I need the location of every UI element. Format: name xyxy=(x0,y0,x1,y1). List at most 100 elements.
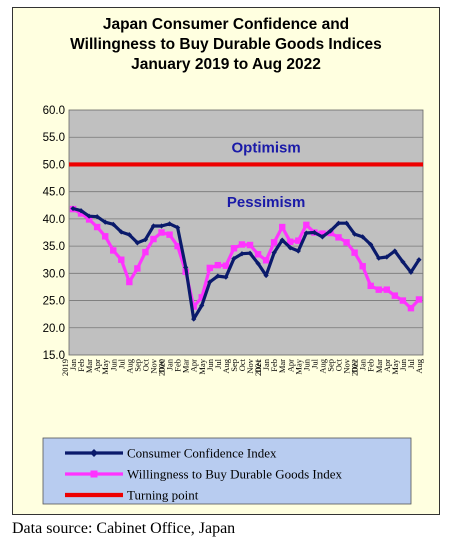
data-point xyxy=(327,228,334,234)
x-tick-label: Jun xyxy=(205,358,215,371)
data-point xyxy=(134,265,141,272)
legend-label: Turning point xyxy=(127,488,199,503)
data-point xyxy=(223,274,229,280)
x-tick-label: Dec xyxy=(157,359,167,373)
data-point xyxy=(408,269,414,275)
x-tick-label: Feb xyxy=(173,359,183,372)
x-tick-label: Oct xyxy=(140,358,150,371)
x-tick-label: Nov xyxy=(148,358,158,373)
y-tick-label: 30.0 xyxy=(43,268,65,280)
data-point xyxy=(360,234,366,240)
x-tick-label: May xyxy=(100,358,110,374)
x-axis-ticks: JanFebMarAprMayJunJulAugSepOctNovDecJanF… xyxy=(60,358,424,376)
data-source-note: Data source: Cabinet Office, Japan xyxy=(12,520,236,537)
series-0 xyxy=(70,205,422,322)
legend-entry: Willingness to Buy Durable Goods Index xyxy=(65,467,343,482)
data-point xyxy=(247,250,253,256)
data-point xyxy=(383,286,390,293)
legend-label: Consumer Confidence Index xyxy=(127,446,277,461)
data-point xyxy=(134,240,140,246)
x-tick-label: Jan xyxy=(261,358,271,370)
x-tick-label: Mar xyxy=(84,359,94,373)
data-point xyxy=(391,292,399,299)
data-point xyxy=(392,248,398,254)
data-point xyxy=(175,225,181,231)
data-point xyxy=(407,304,415,312)
x-tick-label: Apr xyxy=(92,359,102,372)
data-point xyxy=(335,234,342,241)
x-tick-label: Jan xyxy=(165,358,175,370)
chart-title-line-3: January 2019 to Aug 2022 xyxy=(131,56,321,73)
x-tick-label: Jun xyxy=(301,358,311,371)
y-tick-label: 50.0 xyxy=(43,159,65,171)
x-tick-label: Dec xyxy=(350,359,360,373)
data-point xyxy=(78,208,84,214)
x-tick-label: Nov xyxy=(245,358,255,373)
data-point xyxy=(214,261,222,269)
data-point xyxy=(166,221,173,227)
data-point xyxy=(158,229,165,236)
x-tick-label: Aug xyxy=(124,358,134,373)
data-point xyxy=(222,262,230,269)
data-point xyxy=(319,234,326,240)
data-point xyxy=(118,229,124,235)
x-tick-label: Jun xyxy=(108,358,118,371)
data-point xyxy=(102,233,109,240)
x-tick-label: May xyxy=(293,358,303,374)
data-point xyxy=(190,303,197,310)
data-point xyxy=(118,256,125,263)
y-axis-ticks: 15.0 20.0 25.0 30.0 35.0 40.0 45.0 50.0 55.0 60.0 xyxy=(43,105,65,362)
chart-title-line-1: Japan Consumer Confidence and xyxy=(103,16,349,33)
y-tick-label: 35.0 xyxy=(43,241,65,253)
data-point xyxy=(319,230,326,237)
x-tick-label: Jan xyxy=(358,358,368,370)
x-tick-label: Aug xyxy=(221,358,231,373)
data-point xyxy=(352,231,358,237)
data-point xyxy=(287,245,293,251)
chart-title-line-2: Willingness to Buy Durable Goods Indices xyxy=(70,36,382,53)
data-point xyxy=(150,235,157,243)
x-tick-label: Sep xyxy=(229,359,239,372)
data-point xyxy=(367,282,374,290)
x-tick-label: Feb xyxy=(366,359,376,372)
x-tick-label: Jan xyxy=(68,358,78,370)
x-tick-label: Jul xyxy=(213,358,223,369)
data-point xyxy=(375,286,382,293)
data-point xyxy=(239,251,245,257)
x-tick-label: Aug xyxy=(317,358,327,373)
data-point xyxy=(295,248,301,254)
data-point xyxy=(85,216,93,223)
data-point xyxy=(70,205,76,212)
data-point xyxy=(150,223,157,229)
data-point xyxy=(142,236,149,243)
data-point xyxy=(351,249,358,256)
data-point xyxy=(174,242,181,250)
x-year-label: 2020 xyxy=(157,359,167,376)
annotations: Optimism Pessimism xyxy=(227,139,305,210)
y-tick-label: 45.0 xyxy=(43,187,65,199)
data-point xyxy=(191,316,197,322)
data-point xyxy=(110,221,116,227)
data-point xyxy=(343,239,350,246)
y-tick-label: 25.0 xyxy=(43,296,65,308)
x-tick-label: Aug xyxy=(414,358,424,373)
legend-marker xyxy=(90,470,98,478)
x-tick-label: Mar xyxy=(374,359,384,373)
x-tick-label: Jul xyxy=(309,358,319,369)
data-point xyxy=(142,248,149,256)
x-tick-label: Nov xyxy=(342,358,352,373)
data-point xyxy=(110,247,117,254)
annotation-label: Optimism xyxy=(232,139,301,156)
plot-area xyxy=(68,109,424,356)
legend-entry: Consumer Confidence Index xyxy=(65,446,277,461)
data-point xyxy=(279,223,286,231)
data-point xyxy=(311,229,317,236)
x-tick-label: Apr xyxy=(382,359,392,372)
data-point xyxy=(359,263,366,270)
data-point xyxy=(287,238,294,245)
legend-marker xyxy=(90,449,98,457)
data-point xyxy=(270,239,278,246)
data-point xyxy=(262,257,270,264)
data-point xyxy=(238,241,246,248)
legend-label: Willingness to Buy Durable Goods Index xyxy=(127,467,343,482)
